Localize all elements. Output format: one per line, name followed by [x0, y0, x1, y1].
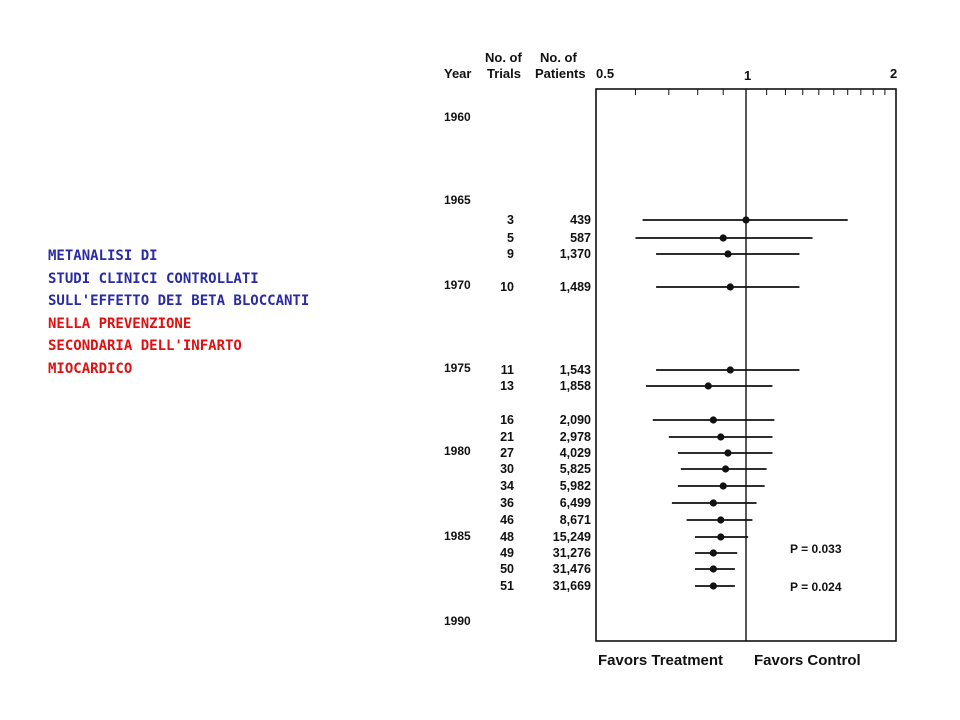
row-trials-label: 36 — [500, 496, 514, 510]
caption-line-1: METANALISI DI — [48, 248, 158, 264]
row-trials-label: 48 — [500, 530, 514, 544]
year-label-1990: 1990 — [444, 614, 471, 628]
x-axis-ticks — [634, 89, 886, 95]
row-trials-label: 50 — [500, 562, 514, 576]
chart-caption: METANALISI DI STUDI CLINICI CONTROLLATI … — [48, 245, 309, 381]
year-label-1985: 1985 — [444, 529, 471, 543]
row-patients-label: 5,982 — [560, 479, 591, 493]
row-patients-label: 1,489 — [560, 280, 591, 294]
odds-ratio-point — [709, 499, 717, 507]
footer-favors-control: Favors Control — [754, 652, 861, 669]
row-trials-label: 27 — [500, 446, 514, 460]
header-patients-line-2: Patients — [535, 66, 586, 81]
odds-ratio-point — [717, 516, 725, 524]
row-patients-label: 5,825 — [560, 462, 591, 476]
footer-favors-treatment: Favors Treatment — [598, 652, 723, 669]
year-label-1960: 1960 — [444, 110, 471, 124]
odds-ratio-point — [709, 416, 717, 424]
row-patients-label: 31,669 — [553, 579, 591, 593]
row-trials-label: 46 — [500, 513, 514, 527]
caption-line-3: SULL'EFFETTO DEI BETA BLOCCANTI — [48, 293, 310, 310]
row-patients-label: 2,978 — [560, 430, 591, 444]
row-trials-label: 9 — [507, 247, 514, 261]
year-label-1975: 1975 — [444, 361, 471, 375]
odds-ratio-point — [719, 234, 727, 242]
row-patients-label: 2,090 — [560, 413, 591, 427]
header-patients-line-1: No. of — [540, 50, 577, 65]
p-value-annotation-2: P = 0.024 — [790, 580, 842, 594]
row-patients-label: 439 — [570, 213, 591, 227]
odds-ratio-point — [709, 582, 717, 590]
header-trials-line-2: Trials — [487, 66, 521, 81]
odds-ratio-point — [724, 250, 732, 258]
year-label-1980: 1980 — [444, 444, 471, 458]
p-value-annotation-1: P = 0.033 — [790, 542, 842, 556]
row-trials-label: 3 — [507, 213, 514, 227]
header-year: Year — [444, 66, 471, 81]
row-trials-label: 21 — [500, 430, 514, 444]
row-patients-label: 6,499 — [560, 496, 591, 510]
caption-line-6: MIOCARDICO — [48, 360, 133, 377]
row-trials-label: 13 — [500, 379, 514, 393]
tick-label-1: 1 — [744, 68, 751, 83]
odds-ratio-point — [742, 216, 750, 224]
year-label-1965: 1965 — [444, 193, 471, 207]
odds-ratio-point — [704, 382, 712, 390]
year-label-1970: 1970 — [444, 278, 471, 292]
row-trials-label: 49 — [500, 546, 514, 560]
odds-ratio-point — [709, 549, 717, 557]
row-patients-label: 1,858 — [560, 379, 591, 393]
row-patients-label: 1,543 — [560, 363, 591, 377]
row-patients-label: 31,276 — [553, 546, 591, 560]
row-trials-label: 11 — [501, 363, 514, 377]
caption-line-4: NELLA PREVENZIONE — [48, 315, 192, 332]
row-trials-label: 34 — [500, 479, 514, 493]
row-patients-label: 587 — [570, 231, 591, 245]
forest-rows: 3 439 5 587 9 1,370 10 1,489 11 1,543 13 1,858 16 2,0… — [500, 213, 848, 593]
row-trials-label: 16 — [500, 413, 514, 427]
caption-line-5: SECONDARIA DELL'INFARTO — [48, 338, 242, 355]
odds-ratio-point — [717, 533, 725, 541]
row-trials-label: 51 — [500, 579, 514, 593]
odds-ratio-point — [726, 366, 734, 374]
row-patients-label: 15,249 — [553, 530, 591, 544]
row-trials-label: 30 — [500, 462, 514, 476]
row-patients-label: 31,476 — [553, 562, 591, 576]
row-trials-label: 10 — [500, 280, 514, 294]
odds-ratio-point — [719, 482, 727, 490]
row-patients-label: 1,370 — [560, 247, 591, 261]
odds-ratio-point — [717, 433, 725, 441]
odds-ratio-point — [724, 449, 732, 457]
tick-label-2: 2 — [890, 66, 897, 81]
odds-ratio-point — [726, 283, 734, 291]
odds-ratio-point — [721, 465, 730, 473]
odds-ratio-point — [709, 565, 717, 573]
row-patients-label: 8,671 — [560, 513, 591, 527]
tick-label-0-5: 0.5 — [596, 66, 614, 81]
caption-line-2: STUDI CLINICI CONTROLLATI — [48, 270, 259, 287]
row-patients-label: 4,029 — [560, 446, 591, 460]
row-trials-label: 5 — [507, 231, 514, 245]
header-trials-line-1: No. of — [485, 50, 522, 65]
